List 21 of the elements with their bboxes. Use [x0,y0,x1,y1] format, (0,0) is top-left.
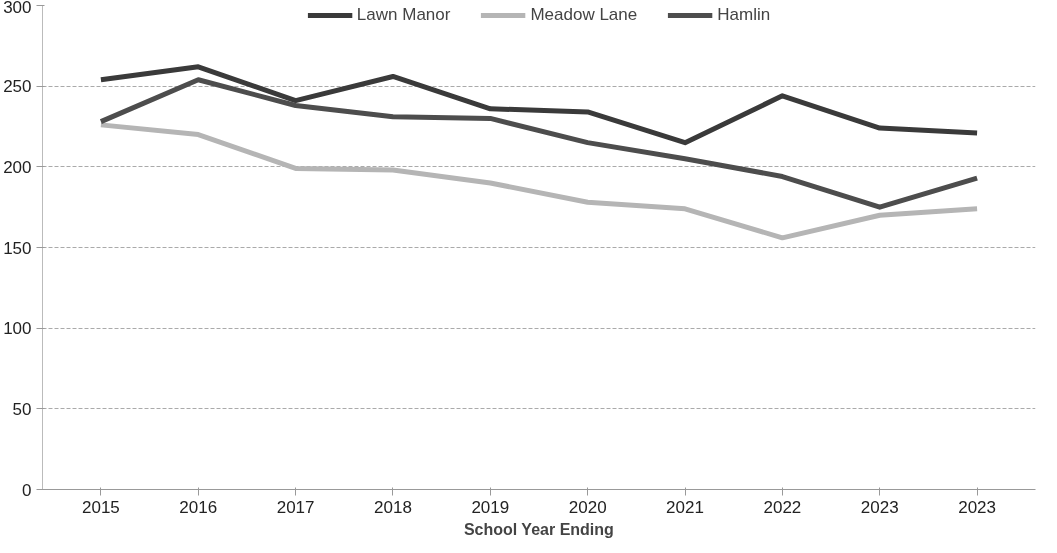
legend-label: Meadow Lane [530,5,638,25]
x-tick-label: 2023 [860,497,899,517]
y-tick-label: 0 [22,480,32,500]
x-tick-label: 2017 [276,497,315,517]
legend-label: Hamlin [717,5,771,25]
x-tick-label: 2016 [179,497,218,517]
y-tick-label: 200 [3,157,32,177]
y-tick-label: 150 [3,238,32,258]
y-tick-label: 300 [3,0,32,17]
x-tick-label: 2022 [763,497,802,517]
x-tick-label: 2019 [471,497,510,517]
x-tick-label: 2021 [666,497,704,517]
y-tick-label: 250 [3,77,32,97]
x-tick-label: 2023 [958,497,997,517]
y-tick-label: 50 [12,399,32,419]
x-tick-label: 2015 [82,497,120,517]
y-tick-label: 100 [3,319,32,339]
x-axis-title: School Year Ending [463,520,614,538]
legend-label: Lawn Manor [356,5,451,25]
x-tick-label: 2018 [374,497,412,517]
x-tick-label: 2020 [568,497,607,517]
